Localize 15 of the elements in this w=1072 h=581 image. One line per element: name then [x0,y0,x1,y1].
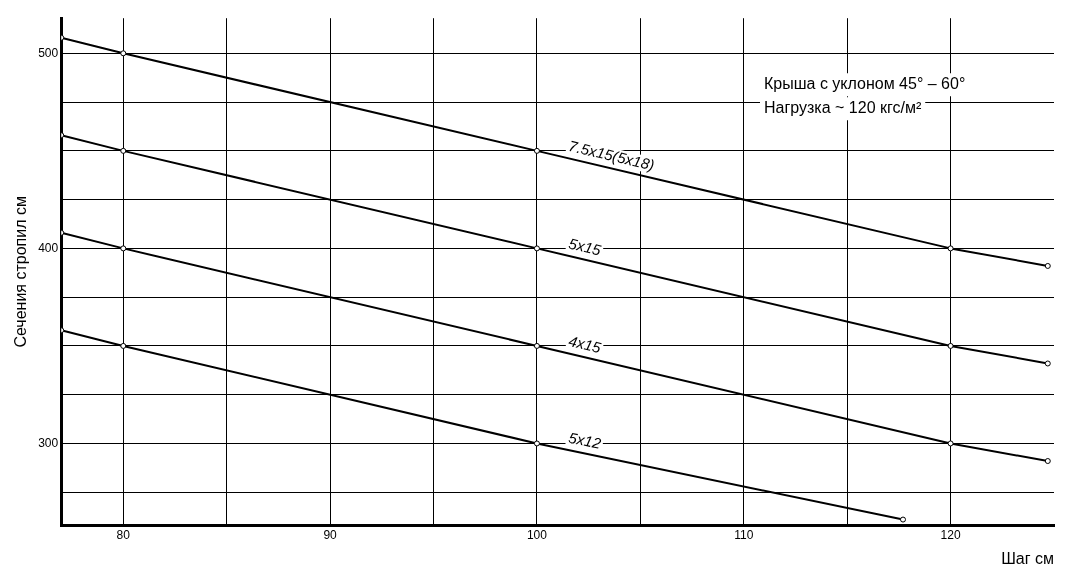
x-tick-label: 110 [734,527,754,542]
y-tick-label: 400 [38,240,59,255]
x-tick-label: 90 [323,527,338,542]
y-tick-label: 500 [38,45,59,60]
y-tick-label: 300 [38,435,59,450]
text: 5x15 [567,234,604,259]
x-tick-label: 120 [940,527,961,542]
text: 5x12 [567,428,604,453]
x-axis-title: Шаг см [1001,549,1054,567]
x-tick-label: 80 [116,527,131,542]
y-axis-title: Сечения стропил см [12,196,30,348]
text: 4x15 [567,332,604,357]
x-tick-label: 100 [526,527,548,542]
annotation: Крыша с уклоном 45° – 60° [764,74,966,92]
annotation: Нагрузка ~ 120 кгс/м² [764,98,922,116]
